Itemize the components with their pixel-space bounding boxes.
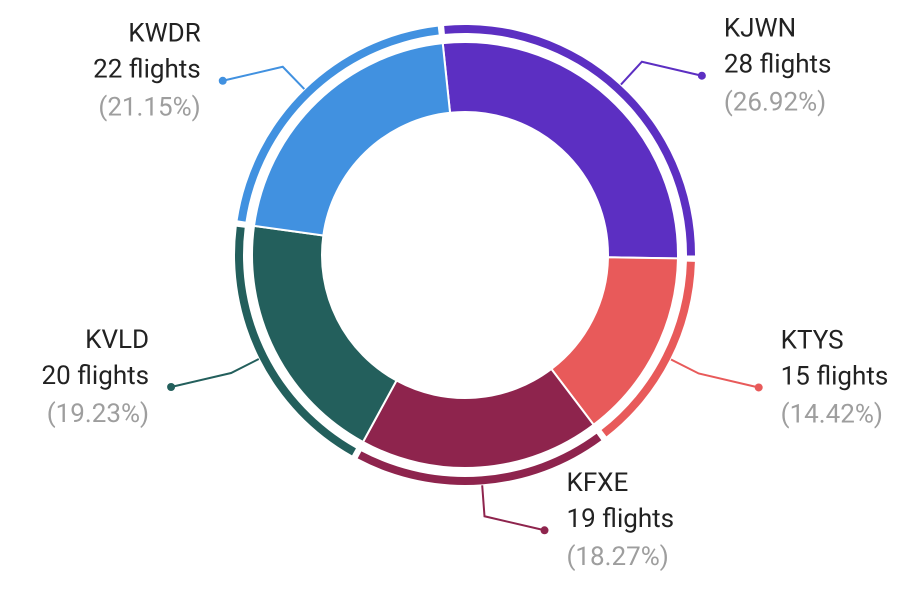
outer-ring-segment	[357, 433, 602, 485]
slice-label: KFXE	[567, 468, 629, 498]
slice-label: KWDR	[128, 19, 200, 49]
leader-dot	[754, 383, 763, 392]
percent-label: (19.23%)	[47, 399, 149, 429]
outer-ring-segment	[237, 26, 439, 222]
leader-line	[170, 358, 260, 388]
outer-ring-segment	[235, 226, 356, 456]
slice-label: KJWN	[724, 14, 796, 44]
leader-line	[481, 485, 545, 532]
value-label: 28 flights	[724, 50, 832, 80]
leader-dot	[540, 526, 549, 535]
percent-label: (21.15%)	[98, 93, 200, 123]
percent-label: (26.92%)	[724, 88, 826, 118]
leader-line	[620, 60, 703, 86]
donut-segment	[252, 42, 452, 237]
value-label: 20 flights	[41, 361, 149, 391]
value-label: 19 flights	[567, 504, 675, 534]
value-label: 15 flights	[781, 361, 889, 391]
percent-label: (18.27%)	[567, 542, 669, 572]
percent-label: (14.42%)	[781, 399, 883, 429]
leader-line	[222, 65, 306, 90]
value-label: 22 flights	[93, 55, 201, 85]
leader-dot	[218, 76, 227, 85]
donut-segment	[441, 41, 679, 260]
donut-segment	[251, 224, 398, 444]
leader-dot	[167, 383, 176, 392]
slice-label: KTYS	[781, 325, 844, 355]
donut-segment	[361, 367, 596, 469]
slice-label: KVLD	[85, 325, 149, 355]
leader-dot	[697, 71, 706, 80]
leader-line	[670, 358, 759, 389]
